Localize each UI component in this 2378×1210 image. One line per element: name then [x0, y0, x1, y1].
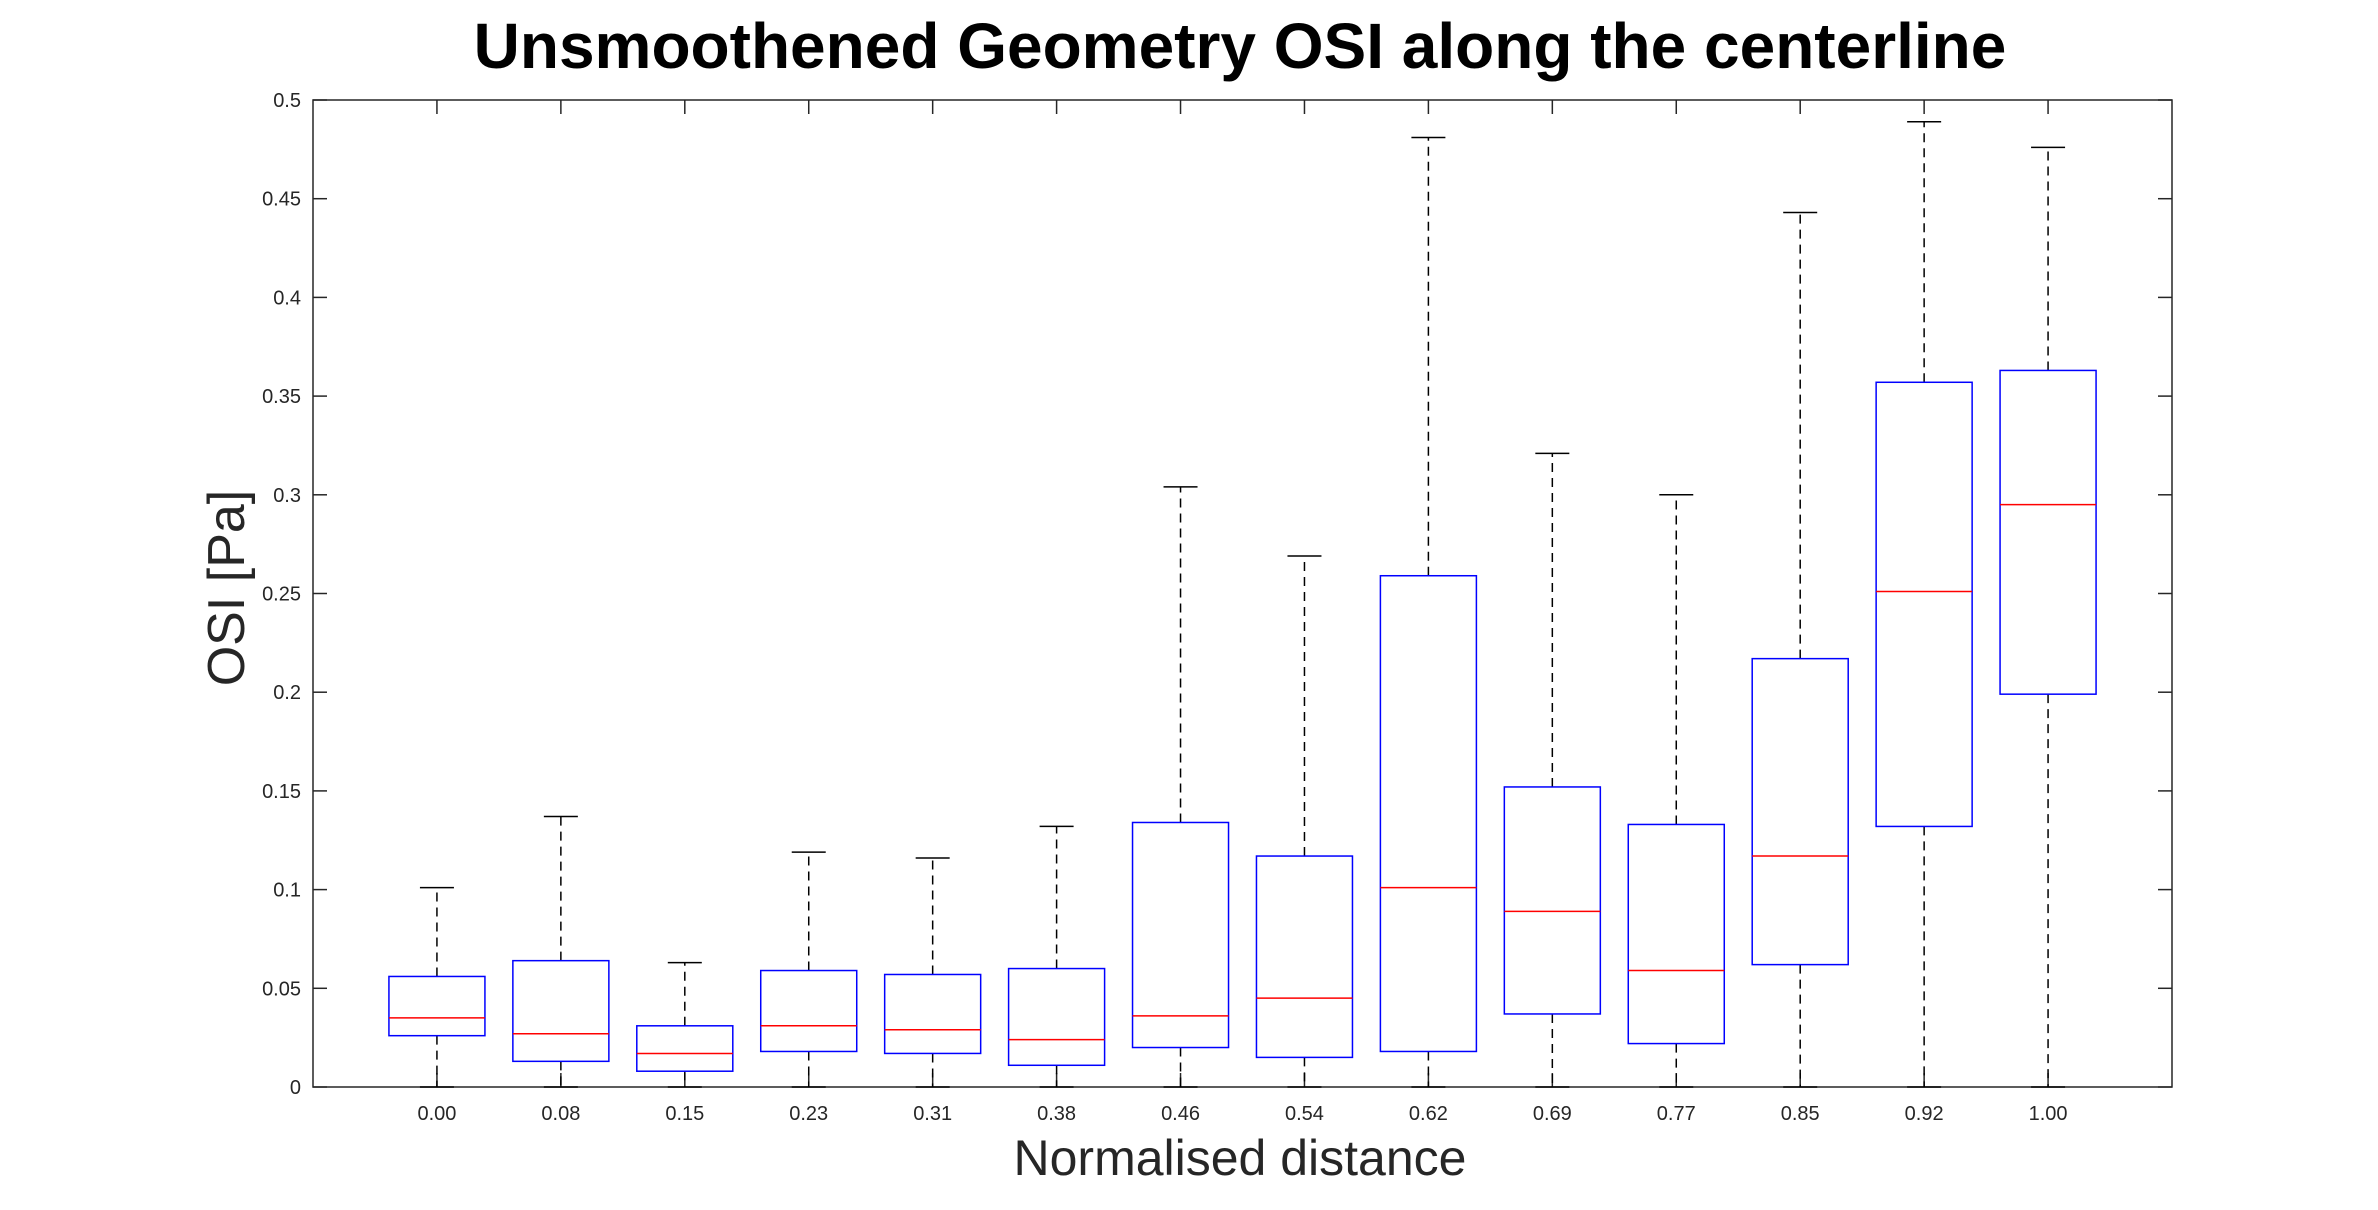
box-iqr: [1503, 786, 1602, 1015]
x-tick-label: 0.46: [1161, 1103, 1200, 1125]
y-tick-label: 0: [290, 1077, 301, 1099]
box-iqr: [512, 959, 610, 1063]
y-tick-label: 0.05: [262, 978, 301, 1000]
box-iqr: [1751, 657, 1849, 966]
y-tick-label: 0.35: [262, 386, 301, 408]
box-iqr: [1999, 369, 2097, 695]
y-tick-label: 0.2: [273, 682, 301, 704]
y-tick-label: 0.1: [273, 880, 301, 902]
x-tick-label: 0.85: [1781, 1103, 1820, 1125]
y-tick-label: 0.4: [273, 287, 301, 309]
x-tick-label: 0.38: [1037, 1103, 1076, 1125]
box-iqr: [1875, 381, 1973, 828]
box-iqr: [388, 975, 486, 1037]
box-iqr: [636, 1025, 734, 1072]
y-tick-label: 0.25: [262, 584, 301, 606]
y-tick-label: 0.3: [273, 485, 301, 507]
x-tick-label: 1.00: [2029, 1103, 2068, 1125]
x-tick-label: 0.00: [417, 1103, 456, 1125]
y-axis-label: OSI [Pa]: [198, 490, 256, 687]
x-axis-label: Normalised distance: [1014, 1130, 1467, 1186]
box-iqr: [1627, 823, 1726, 1045]
x-tick-label: 0.15: [665, 1103, 704, 1125]
x-tick-label: 0.62: [1409, 1103, 1448, 1125]
x-tick-label: 0.23: [789, 1103, 828, 1125]
box-iqr: [1255, 855, 1354, 1059]
x-tick-label: 0.54: [1285, 1103, 1324, 1125]
x-tick-label: 0.31: [913, 1103, 952, 1125]
x-tick-label: 0.92: [1905, 1103, 1944, 1125]
plot-area: 0 0.05 0.1 0.15 0.2 0.25 0.3 0.35 0.4 0.45 0.5 0.00…: [262, 90, 2173, 1125]
y-tick-label: 0.15: [262, 781, 301, 803]
box-iqr: [883, 973, 982, 1055]
box-iqr: [1131, 821, 1230, 1049]
box-iqr: [1007, 967, 1106, 1067]
x-tick-label: 0.69: [1533, 1103, 1572, 1125]
box-iqr: [759, 969, 858, 1053]
y-tick-label: 0.45: [262, 189, 301, 211]
y-tick-label: 0.5: [273, 90, 301, 112]
x-tick-label: 0.08: [541, 1103, 580, 1125]
chart-title: Unsmoothened Geometry OSI along the cent…: [474, 10, 2007, 82]
box-iqr: [1379, 574, 1478, 1053]
x-tick-label: 0.77: [1657, 1103, 1696, 1125]
